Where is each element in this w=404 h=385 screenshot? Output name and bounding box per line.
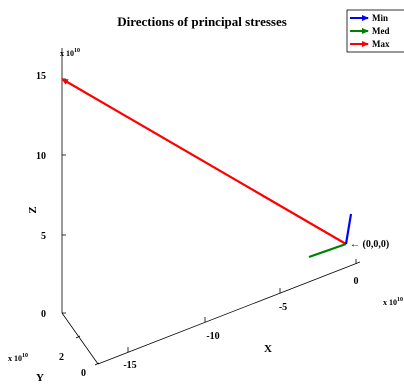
y-axis-label: Y [36,372,44,384]
legend: Min Med Max [346,9,404,53]
z-tick-label-15: 15 [36,71,46,82]
y-tick-label-2: 2 [59,352,64,363]
x-tick-label-neg15: -15 [123,360,136,371]
y-tick-label-0: 0 [81,368,86,379]
z-tick-label-5: 5 [41,231,46,242]
x-exponent-label: x 1010 [383,297,403,307]
max-stress-vector [61,78,347,245]
x-axis-line [97,261,361,365]
y-tick-mark-0 [94,362,100,366]
min-stress-vector [344,213,353,245]
y-tick-mark-2 [75,335,81,339]
x-tick-label-0: 0 [354,276,359,287]
y-axis-line [61,312,99,365]
med-stress-vector [308,242,347,259]
z-axis-label: Z [27,206,39,213]
x-tick-label-neg10: -10 [206,331,219,342]
y-exponent-label: x 1010 [8,353,28,363]
x-axis-label: X [264,343,272,355]
legend-label-med: Med [372,26,390,36]
legend-label-min: Min [372,13,388,23]
z-tick-label-0: 0 [41,309,46,320]
z-exponent-label: x 1010 [60,48,80,58]
z-tick-label-10: 10 [36,151,46,162]
x-tick-label-neg5: -5 [279,302,287,313]
chart-title: Directions of principal stresses [117,14,287,29]
legend-label-max: Max [372,39,390,49]
origin-annotation: ← (0,0,0) [350,239,389,250]
